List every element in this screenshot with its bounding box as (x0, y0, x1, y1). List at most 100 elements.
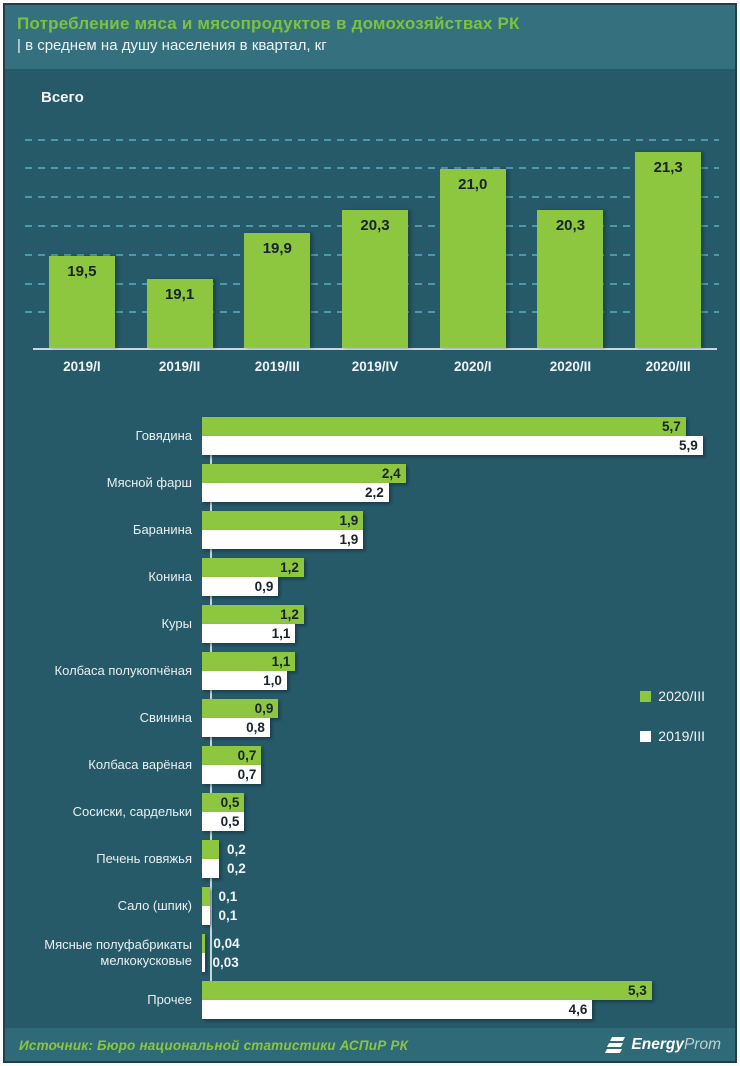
quarter-tick-label: 2019/II (158, 359, 201, 374)
bar-value: 1,0 (263, 673, 282, 688)
product-row: Баранина 1,9 1,9 (5, 511, 707, 549)
total-column-chart: Всего 19,5 19,1 19,9 20,3 21,0 20,3 21,3 2019/… (5, 69, 735, 399)
bar-2019-III: 2,2 (202, 483, 389, 502)
product-row: Конина 1,2 0,9 (5, 558, 707, 596)
category-label: Баранина (132, 521, 192, 537)
gridline (25, 167, 719, 170)
legend-label-2019: 2019/III (658, 728, 705, 744)
footer: Источник: Бюро национальной статистики А… (5, 1028, 735, 1061)
product-row: Мясные полуфабрикаты мелкокусковые 0,04 0,… (5, 934, 707, 972)
legend-entry-2019: 2019/III (640, 728, 705, 744)
bar-value: 5,3 (628, 983, 647, 998)
products-bar-chart: Говядина 5,7 5,9 Мясной фарш 2,4 2,2 Баранина 1… (5, 399, 735, 1028)
category-label: Сало (шпик) (117, 897, 192, 913)
total-bar-value: 21,3 (653, 159, 683, 177)
category-label: Колбаса полукопчёная (54, 662, 192, 678)
bar-2019-III: 0,9 (202, 577, 279, 596)
bar-value: 0,1 (218, 889, 238, 904)
total-bar-value: 20,3 (360, 216, 390, 234)
total-bar: 21,3 (635, 152, 702, 348)
total-bar-value: 20,3 (555, 216, 586, 234)
product-row: Сало (шпик) 0,1 0,1 (5, 887, 707, 925)
product-row: Мясной фарш 2,4 2,2 (5, 464, 707, 502)
bar-value: 0,5 (220, 795, 240, 810)
total-chart-plot: 19,5 19,1 19,9 20,3 21,0 20,3 21,3 (25, 132, 719, 350)
legend-swatch-2020 (640, 690, 652, 702)
quarter-tick-label: 2020/II (549, 359, 592, 374)
category-label: Сосиски, сардельки (72, 803, 192, 819)
category-label: Куры (161, 615, 192, 631)
bar-2019-III: 0,5 (202, 812, 245, 831)
category-label: Мясные полуфабрикаты мелкокусковые (44, 936, 192, 968)
bar-value: 0,03 (212, 955, 239, 970)
bar-2019-III (202, 906, 211, 925)
bar-value: 0,5 (220, 814, 240, 829)
bar-value: 1,2 (280, 607, 299, 622)
bar-value: 1,1 (271, 654, 291, 669)
bar-2019-III: 5,9 (202, 436, 703, 455)
product-row: Куры 1,2 1,1 (5, 605, 707, 643)
bar-value: 0,2 (226, 842, 246, 857)
chart-title-total: Всего (41, 89, 84, 106)
bar-2019-III: 4,6 (202, 1000, 593, 1019)
total-bar: 19,1 (146, 278, 213, 348)
product-row: Говядина 5,7 5,9 (5, 417, 707, 455)
bar-value: 4,6 (568, 1002, 588, 1017)
bar-value: 0,2 (226, 861, 246, 876)
bar-value: 0,04 (213, 936, 240, 951)
total-bar: 20,3 (537, 209, 604, 348)
bar-value: 0,1 (218, 908, 238, 923)
bar-2020-III (202, 840, 219, 859)
gridline (25, 138, 719, 141)
bar-2020-III (202, 934, 206, 953)
bar-value: 0,8 (246, 720, 265, 735)
bar-value: 1,1 (271, 626, 291, 641)
bar-2020-III: 0,7 (202, 746, 262, 765)
product-row: Свинина 0,9 0,8 (5, 699, 707, 737)
bar-2019-III (202, 953, 205, 972)
total-bar: 19,9 (244, 232, 311, 348)
bar-2020-III: 5,7 (202, 417, 686, 436)
category-label: Мясной фарш (106, 474, 192, 490)
bar-2020-III: 0,5 (202, 793, 245, 812)
bar-value: 0,7 (237, 748, 257, 763)
bar-value: 5,7 (662, 419, 681, 434)
energyprom-logo-text: EnergyProm (631, 1036, 721, 1053)
page-subtitle: | в среднем на душу населения в квартал,… (17, 37, 327, 54)
quarter-tick-label: 2019/IV (351, 359, 399, 374)
product-row: Прочее 5,3 4,6 (5, 981, 707, 1019)
energyprom-logo-icon (605, 1036, 626, 1054)
bar-2019-III: 1,9 (202, 530, 364, 549)
quarter-tick-label: 2019/I (63, 359, 101, 374)
product-row: Сосиски, сардельки 0,5 0,5 (5, 793, 707, 831)
category-label: Свинина (139, 709, 192, 725)
bar-value: 1,2 (280, 560, 299, 575)
total-bar: 19,5 (48, 255, 115, 348)
product-row: Печень говяжья 0,2 0,2 (5, 840, 707, 878)
quarter-tick-label: 2019/III (254, 359, 300, 374)
total-bar: 20,3 (342, 209, 409, 348)
header: Потребление мяса и мясопродуктов в домох… (5, 5, 735, 69)
total-bar-value: 21,0 (458, 176, 488, 194)
bar-value: 0,9 (254, 579, 274, 594)
total-bar-value: 19,1 (164, 285, 195, 303)
bar-2019-III: 1,0 (202, 671, 287, 690)
bar-2020-III: 1,9 (202, 511, 364, 530)
energyprom-logo: EnergyProm (605, 1036, 721, 1054)
category-label: Говядина (135, 427, 192, 443)
total-chart-x-axis: 2019/I 2019/II 2019/III 2019/IV 2020/I 2020/I… (33, 359, 717, 374)
page-title: Потребление мяса и мясопродуктов в домох… (17, 14, 520, 33)
legend: 2020/III 2019/III (640, 688, 705, 768)
bar-value: 2,2 (364, 485, 384, 500)
bar-2020-III: 1,1 (202, 652, 296, 671)
category-label: Печень говяжья (96, 850, 192, 866)
bar-2019-III (202, 859, 219, 878)
product-row: Колбаса полукопчёная 1,1 1,0 (5, 652, 707, 690)
bar-value: 0,7 (237, 767, 257, 782)
gridline (25, 196, 719, 199)
legend-entry-2020: 2020/III (640, 688, 705, 704)
total-bar: 21,0 (439, 169, 506, 348)
bar-value: 1,9 (339, 513, 359, 528)
bar-2020-III: 0,9 (202, 699, 279, 718)
